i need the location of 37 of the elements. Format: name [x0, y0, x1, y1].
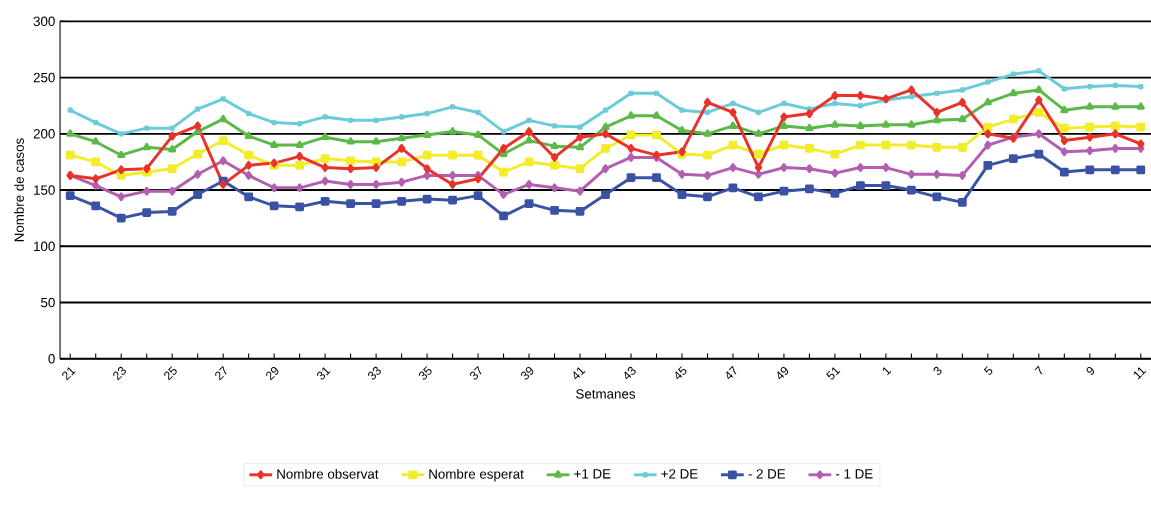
x-tick-label: 33 — [368, 366, 381, 380]
x-tick-label: 9 — [1086, 367, 1095, 375]
x-tick-label: 31 — [317, 367, 331, 380]
legend-label: +2 DE — [661, 469, 698, 479]
x-tick-label: 37 — [470, 366, 482, 380]
x-tick-label: 35 — [419, 366, 432, 380]
x-axis-title: Setmanes — [576, 389, 636, 399]
x-tick-label: 51 — [826, 367, 841, 380]
y-tick-label: 150 — [34, 185, 55, 195]
y-tick-label: 100 — [34, 241, 55, 252]
legend-label: - 1 DE — [835, 469, 873, 479]
y-tick-label: 0 — [48, 354, 55, 364]
x-tick-label: 7 — [1034, 365, 1043, 375]
y-tick-label: 250 — [33, 72, 55, 83]
x-tick-label: 41 — [573, 367, 586, 380]
x-tick-label: 3 — [933, 366, 942, 375]
x-tick-label: 11 — [1133, 367, 1147, 380]
x-tick-label: 27 — [215, 366, 227, 381]
x-tick-label: 29 — [266, 367, 279, 381]
x-tick-label: 23 — [113, 366, 126, 381]
legend-label: Nombre observat — [277, 469, 379, 479]
y-axis-title: Nombre de casos — [14, 138, 24, 242]
y-tick-label: 50 — [41, 297, 55, 308]
x-tick-label: 43 — [624, 366, 636, 380]
x-tick-label: 45 — [675, 366, 687, 380]
x-tick-label: 25 — [164, 366, 177, 381]
x-tick-label: 5 — [983, 366, 993, 375]
x-tick-label: 47 — [726, 365, 737, 380]
x-tick-label: 39 — [520, 367, 534, 380]
x-tick-label: 49 — [777, 367, 789, 380]
y-tick-label: 200 — [33, 129, 55, 139]
x-tick-label: 1 — [882, 367, 892, 376]
y-tick-label: 300 — [33, 16, 55, 27]
legend-label: Nombre esperat — [429, 469, 524, 482]
legend-label: +1 DE — [574, 469, 611, 479]
legend-label: - 2 DE — [748, 469, 786, 479]
x-tick-label: 21 — [62, 367, 76, 381]
